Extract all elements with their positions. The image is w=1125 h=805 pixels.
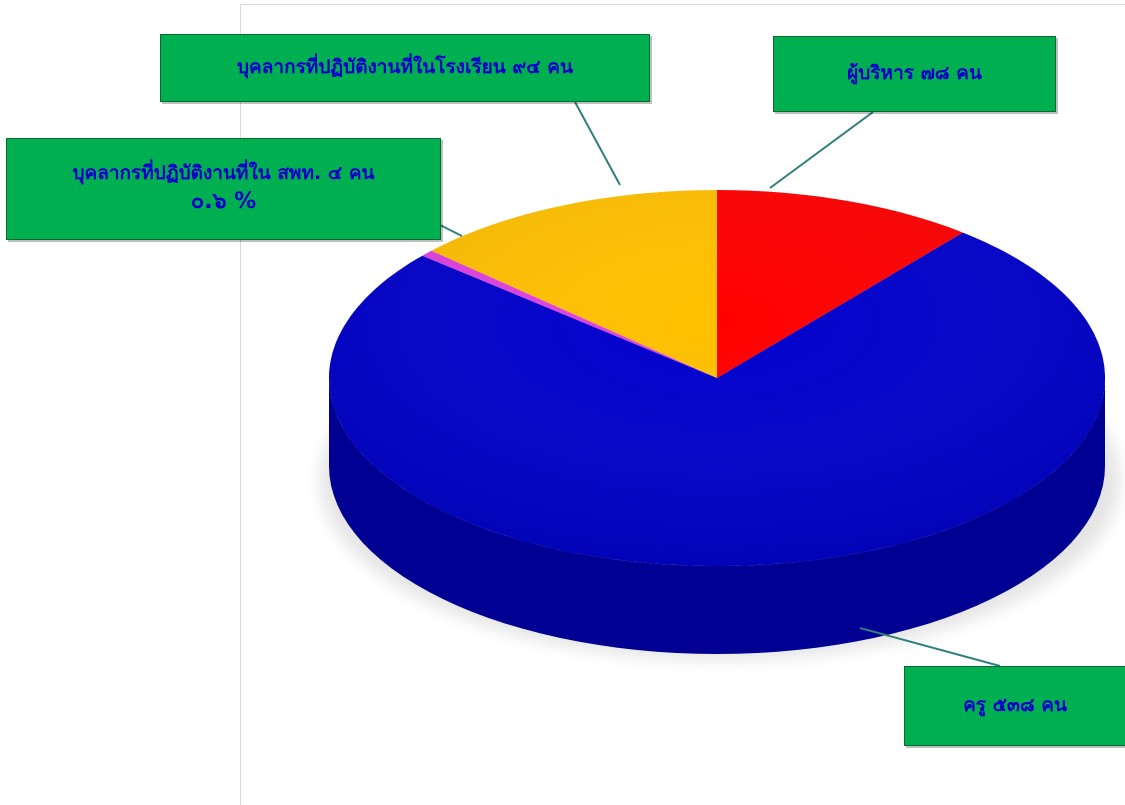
pie-top-shading <box>329 190 1105 566</box>
plot-area-frame <box>240 4 1125 805</box>
label-admin: ผู้บริหาร ๗๘ คน <box>847 62 982 85</box>
slice-teacher-side <box>329 378 1105 654</box>
leader-teacher <box>859 627 1001 667</box>
label-teacher: ครู ๕๓๘ คน <box>963 694 1067 717</box>
leader-office <box>437 223 463 237</box>
callout-office: บุคลากรที่ปฏิบัติงานที่ใน สพท. ๔ คน ๐.๖ … <box>6 138 441 240</box>
callout-admin: ผู้บริหาร ๗๘ คน <box>773 36 1056 112</box>
callout-teacher: ครู ๕๓๘ คน <box>904 666 1125 746</box>
label-school: บุคลากรที่ปฏิบัติงานที่ในโรงเรียน ๙๔ คน <box>237 56 573 79</box>
label-office-percent: ๐.๖ % <box>190 188 257 214</box>
leader-school <box>574 101 621 186</box>
leader-admin <box>769 111 874 189</box>
callout-school: บุคลากรที่ปฏิบัติงานที่ในโรงเรียน ๙๔ คน <box>160 34 650 102</box>
label-office: บุคลากรที่ปฏิบัติงานที่ใน สพท. ๔ คน <box>72 162 375 185</box>
